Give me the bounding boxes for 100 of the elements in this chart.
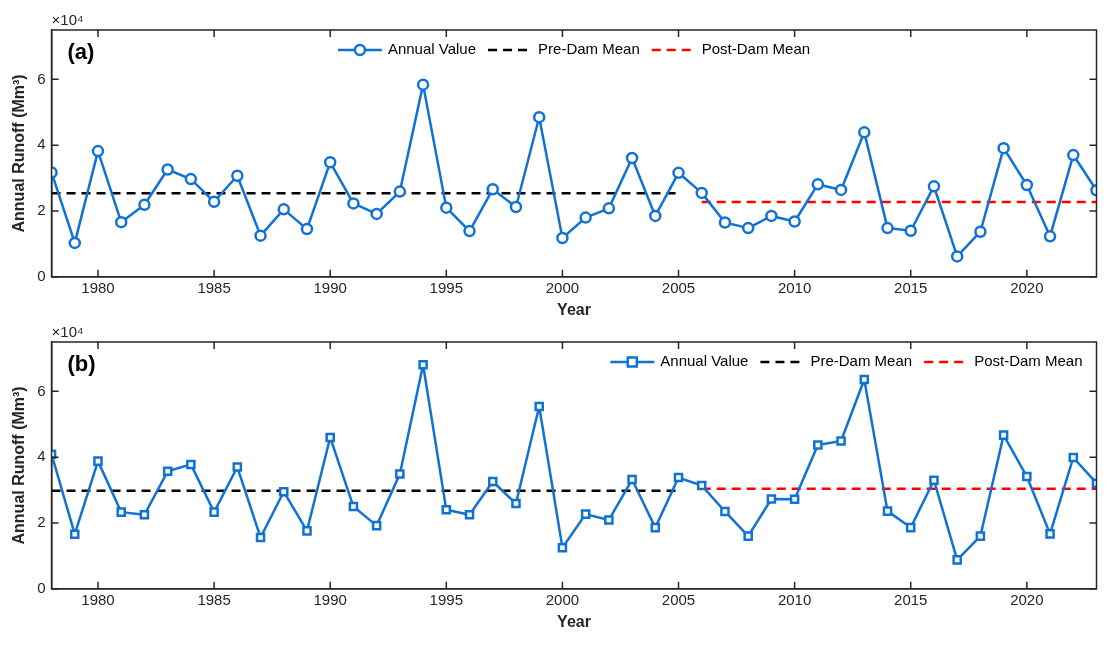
point (487, 476, 498, 487)
point (161, 163, 174, 176)
x-tick-label: 1990 (313, 590, 347, 608)
point (278, 486, 289, 497)
point (184, 172, 198, 186)
point (116, 507, 126, 517)
point (929, 475, 939, 485)
point (418, 359, 428, 370)
point (602, 202, 616, 215)
point (162, 466, 173, 477)
x-tick-label: 1990 (313, 278, 347, 296)
point (1045, 529, 1055, 539)
x-tick-label: 1995 (429, 590, 463, 608)
point (788, 215, 801, 228)
x-tick-label: 2010 (777, 278, 812, 296)
point (997, 141, 1010, 155)
y-axis-title: Annual Runoff (Mm³) (10, 386, 28, 545)
point (1067, 148, 1080, 162)
point (974, 225, 987, 238)
point (998, 430, 1009, 440)
point (672, 166, 685, 180)
point (579, 211, 592, 224)
point (395, 469, 405, 479)
point (69, 529, 80, 539)
x-tick-label: 2000 (545, 590, 580, 608)
text: ×10⁴ (51, 322, 84, 340)
point (277, 203, 291, 216)
point (650, 522, 661, 533)
x-tick-label: 2000 (545, 278, 580, 296)
point (881, 221, 894, 235)
point (859, 374, 870, 385)
point (927, 180, 941, 193)
point (440, 201, 453, 214)
point (255, 532, 266, 543)
point (813, 440, 823, 450)
x-axis-title: Year (557, 612, 591, 630)
point (209, 507, 219, 517)
point (950, 250, 964, 263)
x-tick-label: 1980 (81, 590, 115, 608)
point (858, 126, 871, 139)
point (718, 216, 732, 229)
point (1043, 230, 1057, 243)
text: ×10⁴ (51, 10, 84, 28)
point (766, 494, 777, 504)
point (371, 520, 382, 531)
point (904, 224, 917, 237)
point (441, 505, 452, 515)
x-tick-label: 2020 (1010, 590, 1044, 608)
point (952, 555, 962, 565)
x-tick-label: 1995 (429, 278, 463, 296)
point (186, 459, 196, 470)
point (741, 221, 755, 235)
x-tick-label: 2005 (661, 590, 696, 608)
annotation: (b) (67, 351, 96, 377)
y-axis-title: Annual Runoff (Mm³) (10, 74, 28, 233)
x-tick-label: 2010 (777, 590, 812, 608)
y-tick-label: 4 (37, 447, 46, 465)
point (534, 401, 544, 412)
point (695, 186, 708, 200)
point (556, 231, 569, 245)
point (139, 509, 150, 520)
point (323, 156, 337, 169)
point (604, 515, 614, 525)
point (486, 183, 499, 196)
y-tick-label: 6 (37, 381, 46, 399)
x-tick-label: 2020 (1010, 278, 1044, 296)
point (232, 462, 243, 472)
point (905, 522, 916, 533)
point (138, 198, 151, 211)
point (1020, 178, 1034, 192)
point (393, 185, 407, 198)
annotation: (a) (67, 39, 95, 65)
point (370, 207, 383, 221)
x-axis-title: Year (557, 300, 591, 318)
legend-label: Pre-Dam Mean (538, 40, 640, 58)
point (348, 501, 359, 512)
x-tick-label: 2015 (894, 278, 928, 296)
point (696, 480, 707, 491)
point (532, 110, 546, 124)
point (765, 209, 778, 223)
legend-label: Post-Dam Mean (701, 40, 811, 58)
legend-label: Annual Value (387, 40, 477, 58)
point (511, 498, 521, 509)
x-tick-label: 1985 (197, 590, 231, 608)
point (836, 436, 846, 446)
point (1022, 471, 1032, 482)
x-tick-label: 2005 (661, 278, 696, 296)
legend-label: Annual Value (660, 352, 749, 370)
point (720, 506, 730, 517)
point (673, 472, 684, 483)
point (557, 542, 568, 553)
point (625, 151, 639, 165)
point (114, 215, 128, 229)
point (975, 531, 986, 541)
point (347, 197, 360, 210)
y-tick-label: 2 (37, 513, 46, 531)
point (811, 178, 825, 191)
point (302, 526, 312, 536)
point (325, 432, 335, 443)
point (254, 229, 267, 242)
